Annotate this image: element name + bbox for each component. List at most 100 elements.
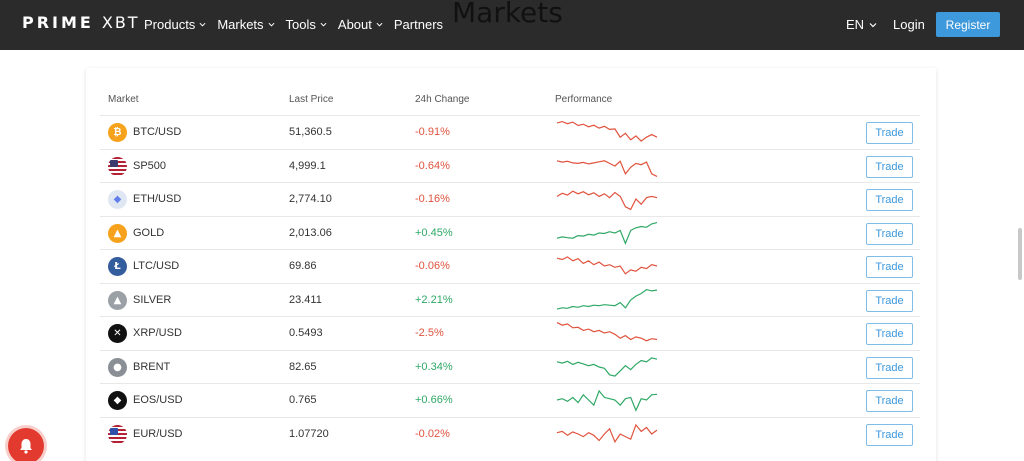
nav-item-partners[interactable]: Partners xyxy=(394,17,443,32)
login-link[interactable]: Login xyxy=(893,17,925,32)
performance-sparkline xyxy=(556,288,658,310)
change-24h: -0.02% xyxy=(415,427,450,440)
table-row[interactable]: EUR/USD 1.07720 -0.02% Trade xyxy=(100,416,920,451)
nav-item-about[interactable]: About xyxy=(338,17,383,32)
nav-item-label: Products xyxy=(144,17,196,32)
trade-button[interactable]: Trade xyxy=(866,289,913,312)
performance-sparkline xyxy=(556,356,658,377)
table-header: Market Last Price 24h Change Performance xyxy=(108,94,918,114)
sparkline-path xyxy=(556,389,658,412)
trade-button[interactable]: Trade xyxy=(866,390,913,412)
last-price: 51,360.5 xyxy=(289,126,332,138)
sparkline-path xyxy=(556,423,658,443)
notification-bell-button[interactable] xyxy=(8,428,44,461)
trade-button[interactable]: Trade xyxy=(866,222,913,245)
market-name[interactable]: GOLD xyxy=(133,226,165,239)
last-price: 2,013.06 xyxy=(289,226,332,239)
chevron-down-icon xyxy=(376,22,383,27)
primexbt-logo[interactable]: PRIME XBT xyxy=(22,13,140,32)
sparkline-path xyxy=(556,159,658,177)
chevron-down-icon xyxy=(320,22,327,27)
main-nav: Products Markets Tools About Partners xyxy=(144,17,454,32)
register-button[interactable]: Register xyxy=(936,12,1000,37)
logo-xbt-text: XBT xyxy=(101,13,140,32)
last-price: 69.86 xyxy=(289,260,317,272)
trade-button[interactable]: Trade xyxy=(866,256,913,278)
nav-item-label: Markets xyxy=(217,17,264,32)
nav-item-products[interactable]: Products xyxy=(144,17,206,32)
silver-icon: ▲ xyxy=(108,290,127,310)
eos-icon: ◆ xyxy=(108,391,127,410)
chevron-down-icon xyxy=(268,22,275,27)
last-price: 0.5493 xyxy=(289,327,323,339)
sparkline-path xyxy=(556,221,658,245)
column-header-24h-change: 24h Change xyxy=(415,94,470,105)
table-row[interactable]: ● BRENT 82.65 +0.34% Trade xyxy=(100,349,920,384)
market-name[interactable]: EOS/USD xyxy=(133,394,183,406)
top-navbar: PRIME XBT Products Markets Tools About Partn… xyxy=(0,0,1024,50)
sparkline-path xyxy=(556,120,658,142)
markets-table-card: Market Last Price 24h Change Performance… xyxy=(86,68,936,461)
change-24h: +2.21% xyxy=(415,293,453,306)
performance-sparkline xyxy=(556,190,658,211)
market-name[interactable]: ETH/USD xyxy=(133,193,182,205)
language-selector[interactable]: EN xyxy=(846,17,877,32)
sparkline-path xyxy=(556,256,658,275)
nav-item-tools[interactable]: Tools xyxy=(286,17,327,32)
market-name[interactable]: EUR/USD xyxy=(133,427,183,440)
change-24h: -0.16% xyxy=(415,193,450,205)
sparkline-path xyxy=(556,190,658,211)
gold-icon: ▲ xyxy=(108,223,127,243)
trade-button[interactable]: Trade xyxy=(866,122,913,144)
trade-button[interactable]: Trade xyxy=(866,423,913,446)
table-row[interactable]: ✕ XRP/USD 0.5493 -2.5% Trade xyxy=(100,316,920,350)
table-row[interactable]: ₿ BTC/USD 51,360.5 -0.91% Trade xyxy=(100,115,920,149)
change-24h: +0.45% xyxy=(415,226,453,239)
us-flag-icon xyxy=(108,156,127,176)
language-label: EN xyxy=(846,17,865,32)
trade-button[interactable]: Trade xyxy=(866,323,913,345)
table-row[interactable]: ◆ ETH/USD 2,774.10 -0.16% Trade xyxy=(100,182,920,216)
change-24h: -0.91% xyxy=(415,126,450,138)
column-header-performance: Performance xyxy=(555,94,613,105)
market-name[interactable]: LTC/USD xyxy=(133,260,180,272)
xrp-icon: ✕ xyxy=(108,324,127,343)
change-24h: -2.5% xyxy=(415,327,444,339)
logo-prime-text: PRIME xyxy=(22,13,94,32)
nav-item-markets[interactable]: Markets xyxy=(217,17,275,32)
trade-button[interactable]: Trade xyxy=(866,356,913,379)
last-price: 23.411 xyxy=(289,293,322,306)
last-price: 2,774.10 xyxy=(289,193,332,205)
sparkline-path xyxy=(556,356,658,377)
chevron-down-icon xyxy=(869,22,877,27)
table-row[interactable]: SP500 4,999.1 -0.64% Trade xyxy=(100,148,920,183)
sparkline-path xyxy=(556,322,658,342)
performance-sparkline xyxy=(556,423,658,443)
bitcoin-icon: ₿ xyxy=(108,123,127,142)
scrollbar-thumb[interactable] xyxy=(1018,228,1022,280)
market-name[interactable]: SILVER xyxy=(133,293,172,306)
performance-sparkline xyxy=(556,159,658,177)
last-price: 4,999.1 xyxy=(289,159,326,172)
market-name[interactable]: BTC/USD xyxy=(133,126,182,138)
table-row[interactable]: ▲ GOLD 2,013.06 +0.45% Trade xyxy=(100,215,920,250)
table-row[interactable]: ▲ SILVER 23.411 +2.21% Trade xyxy=(100,282,920,317)
performance-sparkline xyxy=(556,256,658,275)
bell-icon xyxy=(20,439,32,454)
nav-item-label: Partners xyxy=(393,17,444,32)
performance-sparkline xyxy=(556,120,658,142)
column-header-market: Market xyxy=(108,94,139,105)
brent-icon: ● xyxy=(108,357,127,377)
change-24h: +0.34% xyxy=(415,360,453,373)
trade-button[interactable]: Trade xyxy=(866,155,913,178)
market-name[interactable]: SP500 xyxy=(133,159,167,172)
performance-sparkline xyxy=(556,322,658,342)
trade-button[interactable]: Trade xyxy=(866,189,913,211)
nav-item-label: Tools xyxy=(285,17,316,32)
table-row[interactable]: ◆ EOS/USD 0.765 +0.66% Trade xyxy=(100,383,920,417)
market-name[interactable]: XRP/USD xyxy=(133,327,182,339)
sparkline-path xyxy=(556,288,658,310)
market-name[interactable]: BRENT xyxy=(133,360,171,373)
column-header-last-price: Last Price xyxy=(289,94,334,105)
table-row[interactable]: Ł LTC/USD 69.86 -0.06% Trade xyxy=(100,249,920,283)
